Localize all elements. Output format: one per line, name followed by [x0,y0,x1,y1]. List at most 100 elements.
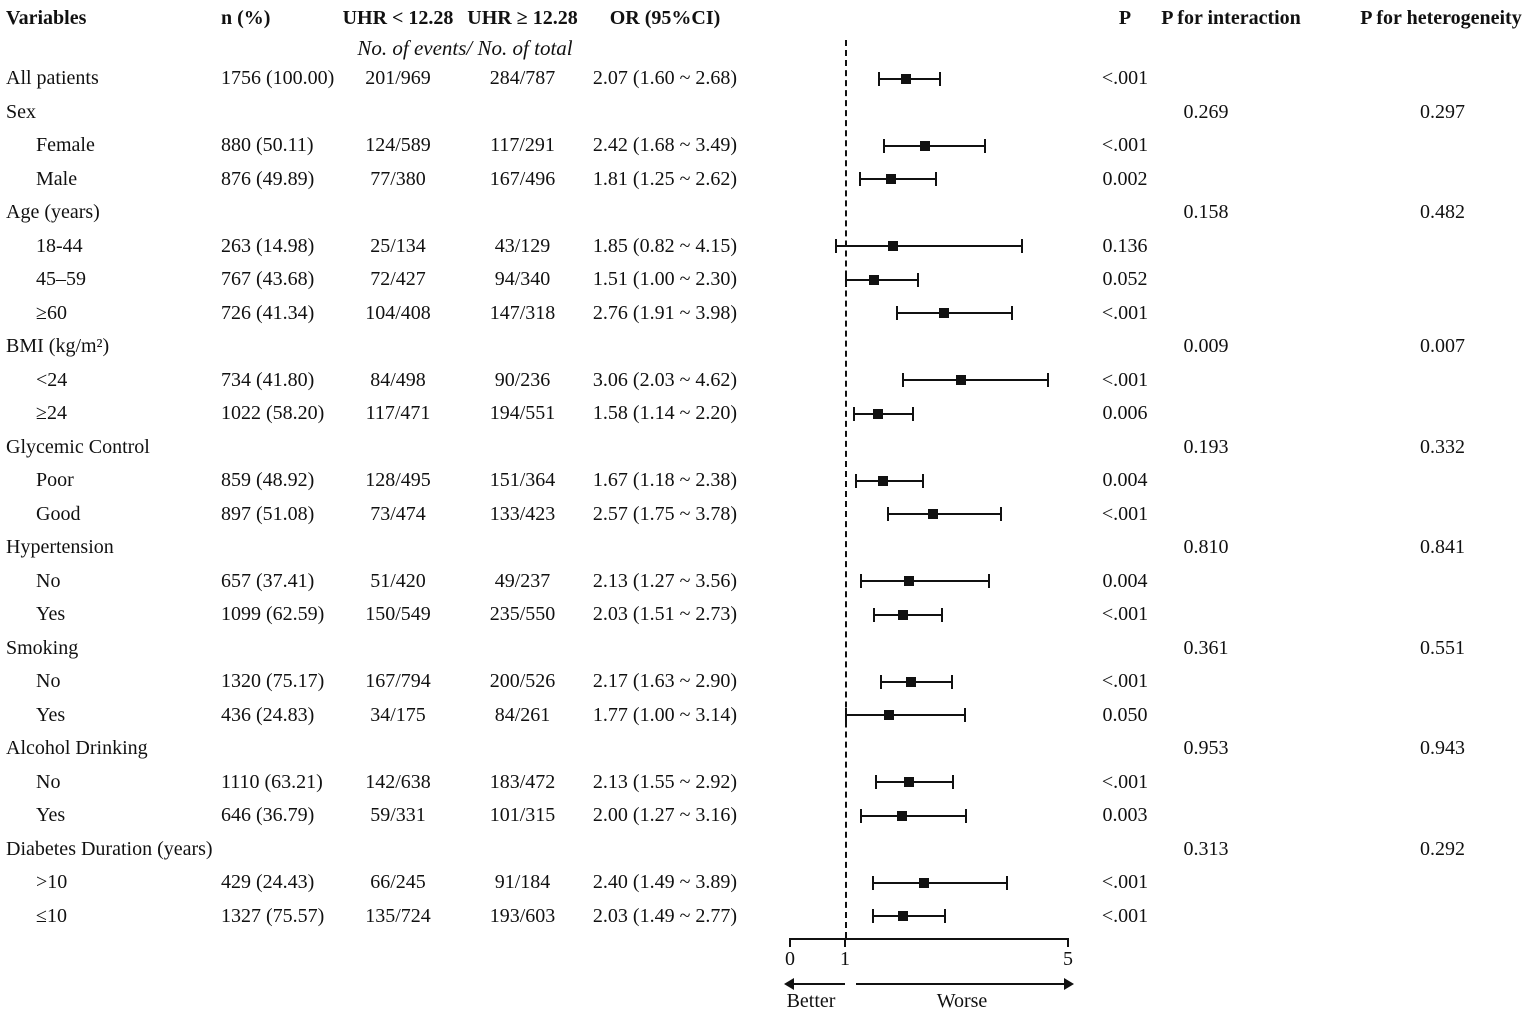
or-square-marker [869,274,880,285]
row-label: Glycemic Control [6,435,150,458]
n-pct-cell: 1022 (58.20) [221,402,325,424]
row-label: Age (years) [6,201,100,223]
events-uhr-low-cell: 34/175 [370,703,426,726]
row-label: Female [36,134,95,156]
or-ci-cell: 1.77 (1.00 ~ 3.14) [592,703,738,726]
ci-marker-group [790,129,1069,163]
subgroup-row: <24 734 (41.80) 84/498 90/236 3.06 (2.03 ~ 4… [0,364,1535,398]
p-interaction-cell: 0.953 [1183,737,1229,759]
n-pct-cell: 1110 (63.21) [221,770,323,793]
p-interaction-cell: 0.810 [1183,536,1229,558]
x-axis-tick-1 [844,938,846,947]
p-heterogeneity-cell: 0.297 [1420,100,1465,123]
row-label: Hypertension [6,536,114,558]
ci-line [845,278,919,281]
subgroup-row: Female 880 (50.11) 124/589 117/291 2.42 (1.6… [0,129,1535,163]
ci-marker-group [790,766,1069,800]
or-ci-cell: 3.06 (2.03 ~ 4.62) [592,368,738,391]
events-uhr-low-cell: 66/245 [370,871,426,893]
or-ci-cell: 2.42 (1.68 ~ 3.49) [592,134,738,156]
ci-lower-cap [872,875,875,890]
ci-marker-group [790,464,1069,498]
ci-upper-cap [938,71,941,86]
ci-marker-group [790,565,1069,599]
ci-marker-group [790,364,1069,398]
ci-lower-cap [882,138,885,153]
header-uhr-low: UHR < 12.28 [342,7,454,29]
x-axis-tick-label-1: 1 [840,948,850,970]
subgroup-row: No 1110 (63.21) 142/638 183/472 2.13 (1.55 ~… [0,766,1535,800]
p-value-cell: <.001 [1101,368,1149,391]
events-uhr-high-cell: 133/423 [489,502,556,525]
or-ci-cell: 2.17 (1.63 ~ 2.90) [592,670,738,692]
p-value-cell: 0.003 [1102,804,1148,826]
ci-marker-group [790,598,1069,632]
events-uhr-high-cell: 193/603 [489,904,556,927]
ci-lower-cap [852,406,855,421]
p-value-cell: <.001 [1101,871,1149,893]
events-uhr-high-cell: 49/237 [494,569,551,592]
ci-lower-cap [878,71,881,86]
group-row: Hypertension 0.810 0.841 [0,531,1535,565]
row-label: Alcohol Drinking [6,737,148,759]
subgroup-row: ≥60 726 (41.34) 104/408 147/318 2.76 (1.91 ~… [0,297,1535,331]
or-ci-cell: 2.13 (1.55 ~ 2.92) [592,770,738,793]
n-pct-cell: 1099 (62.59) [221,603,325,625]
p-interaction-cell: 0.269 [1183,100,1229,123]
or-ci-cell: 1.85 (0.82 ~ 4.15) [592,234,738,257]
p-value-cell: <.001 [1101,301,1149,324]
or-ci-cell: 2.00 (1.27 ~ 3.16) [592,804,738,826]
n-pct-cell: 726 (41.34) [221,301,315,324]
ci-line [873,881,1008,884]
header-p-heterogeneity: P for heterogeneity [1360,7,1522,29]
n-pct-cell: 646 (36.79) [221,804,315,826]
ci-upper-cap [950,674,953,689]
p-heterogeneity-cell: 0.292 [1420,837,1465,860]
header-n-pct: n (%) [221,7,271,29]
ci-upper-cap [951,775,954,790]
ci-lower-cap [872,909,875,924]
ci-lower-cap [844,272,847,287]
or-square-marker [873,408,884,419]
p-heterogeneity-cell: 0.841 [1420,536,1465,558]
events-uhr-low-cell: 104/408 [365,301,431,324]
n-pct-cell: 859 (48.92) [221,469,315,491]
p-value-cell: 0.136 [1102,234,1148,257]
events-uhr-high-cell: 94/340 [494,268,551,290]
events-uhr-high-cell: 84/261 [494,703,551,726]
ci-upper-cap [943,909,946,924]
subgroup-row: Good 897 (51.08) 73/474 133/423 2.57 (1.75 ~… [0,498,1535,532]
events-uhr-low-cell: 167/794 [365,670,431,692]
table-body: All patients 1756 (100.00) 201/969 284/787 2… [0,62,1535,933]
or-square-marker [888,241,899,252]
ci-upper-cap [1046,373,1049,388]
row-label: Yes [36,804,66,826]
row-label: All patients [6,67,99,89]
subgroup-row: No 657 (37.41) 51/420 49/237 2.13 (1.27 ~ 3.… [0,565,1535,599]
or-ci-cell: 1.67 (1.18 ~ 2.38) [592,469,738,491]
row-label: Smoking [6,636,79,659]
ci-line [855,479,923,482]
ci-lower-cap [854,473,857,488]
group-row: BMI (kg/m²) 0.009 0.007 [0,330,1535,364]
n-pct-cell: 1320 (75.17) [221,670,325,692]
events-uhr-low-cell: 77/380 [370,167,426,190]
subgroup-row: ≥24 1022 (58.20) 117/471 194/551 1.58 (1.14 … [0,397,1535,431]
p-value-cell: 0.050 [1102,703,1148,726]
group-row: Smoking 0.361 0.551 [0,632,1535,666]
p-heterogeneity-cell: 0.007 [1420,335,1465,357]
x-axis-tick-0 [789,938,791,947]
or-square-marker [896,810,907,821]
events-uhr-low-cell: 135/724 [365,904,431,927]
p-value-cell: <.001 [1101,603,1149,625]
events-uhr-high-cell: 200/526 [489,670,556,692]
n-pct-cell: 876 (49.89) [221,167,315,190]
events-uhr-low-cell: 150/549 [365,603,431,625]
x-axis-tick-label-5: 5 [1063,948,1073,970]
p-value-cell: <.001 [1101,670,1149,692]
or-square-marker [906,676,917,687]
events-uhr-low-cell: 59/331 [370,804,426,826]
ci-upper-cap [965,808,968,823]
n-pct-cell: 880 (50.11) [221,134,314,156]
